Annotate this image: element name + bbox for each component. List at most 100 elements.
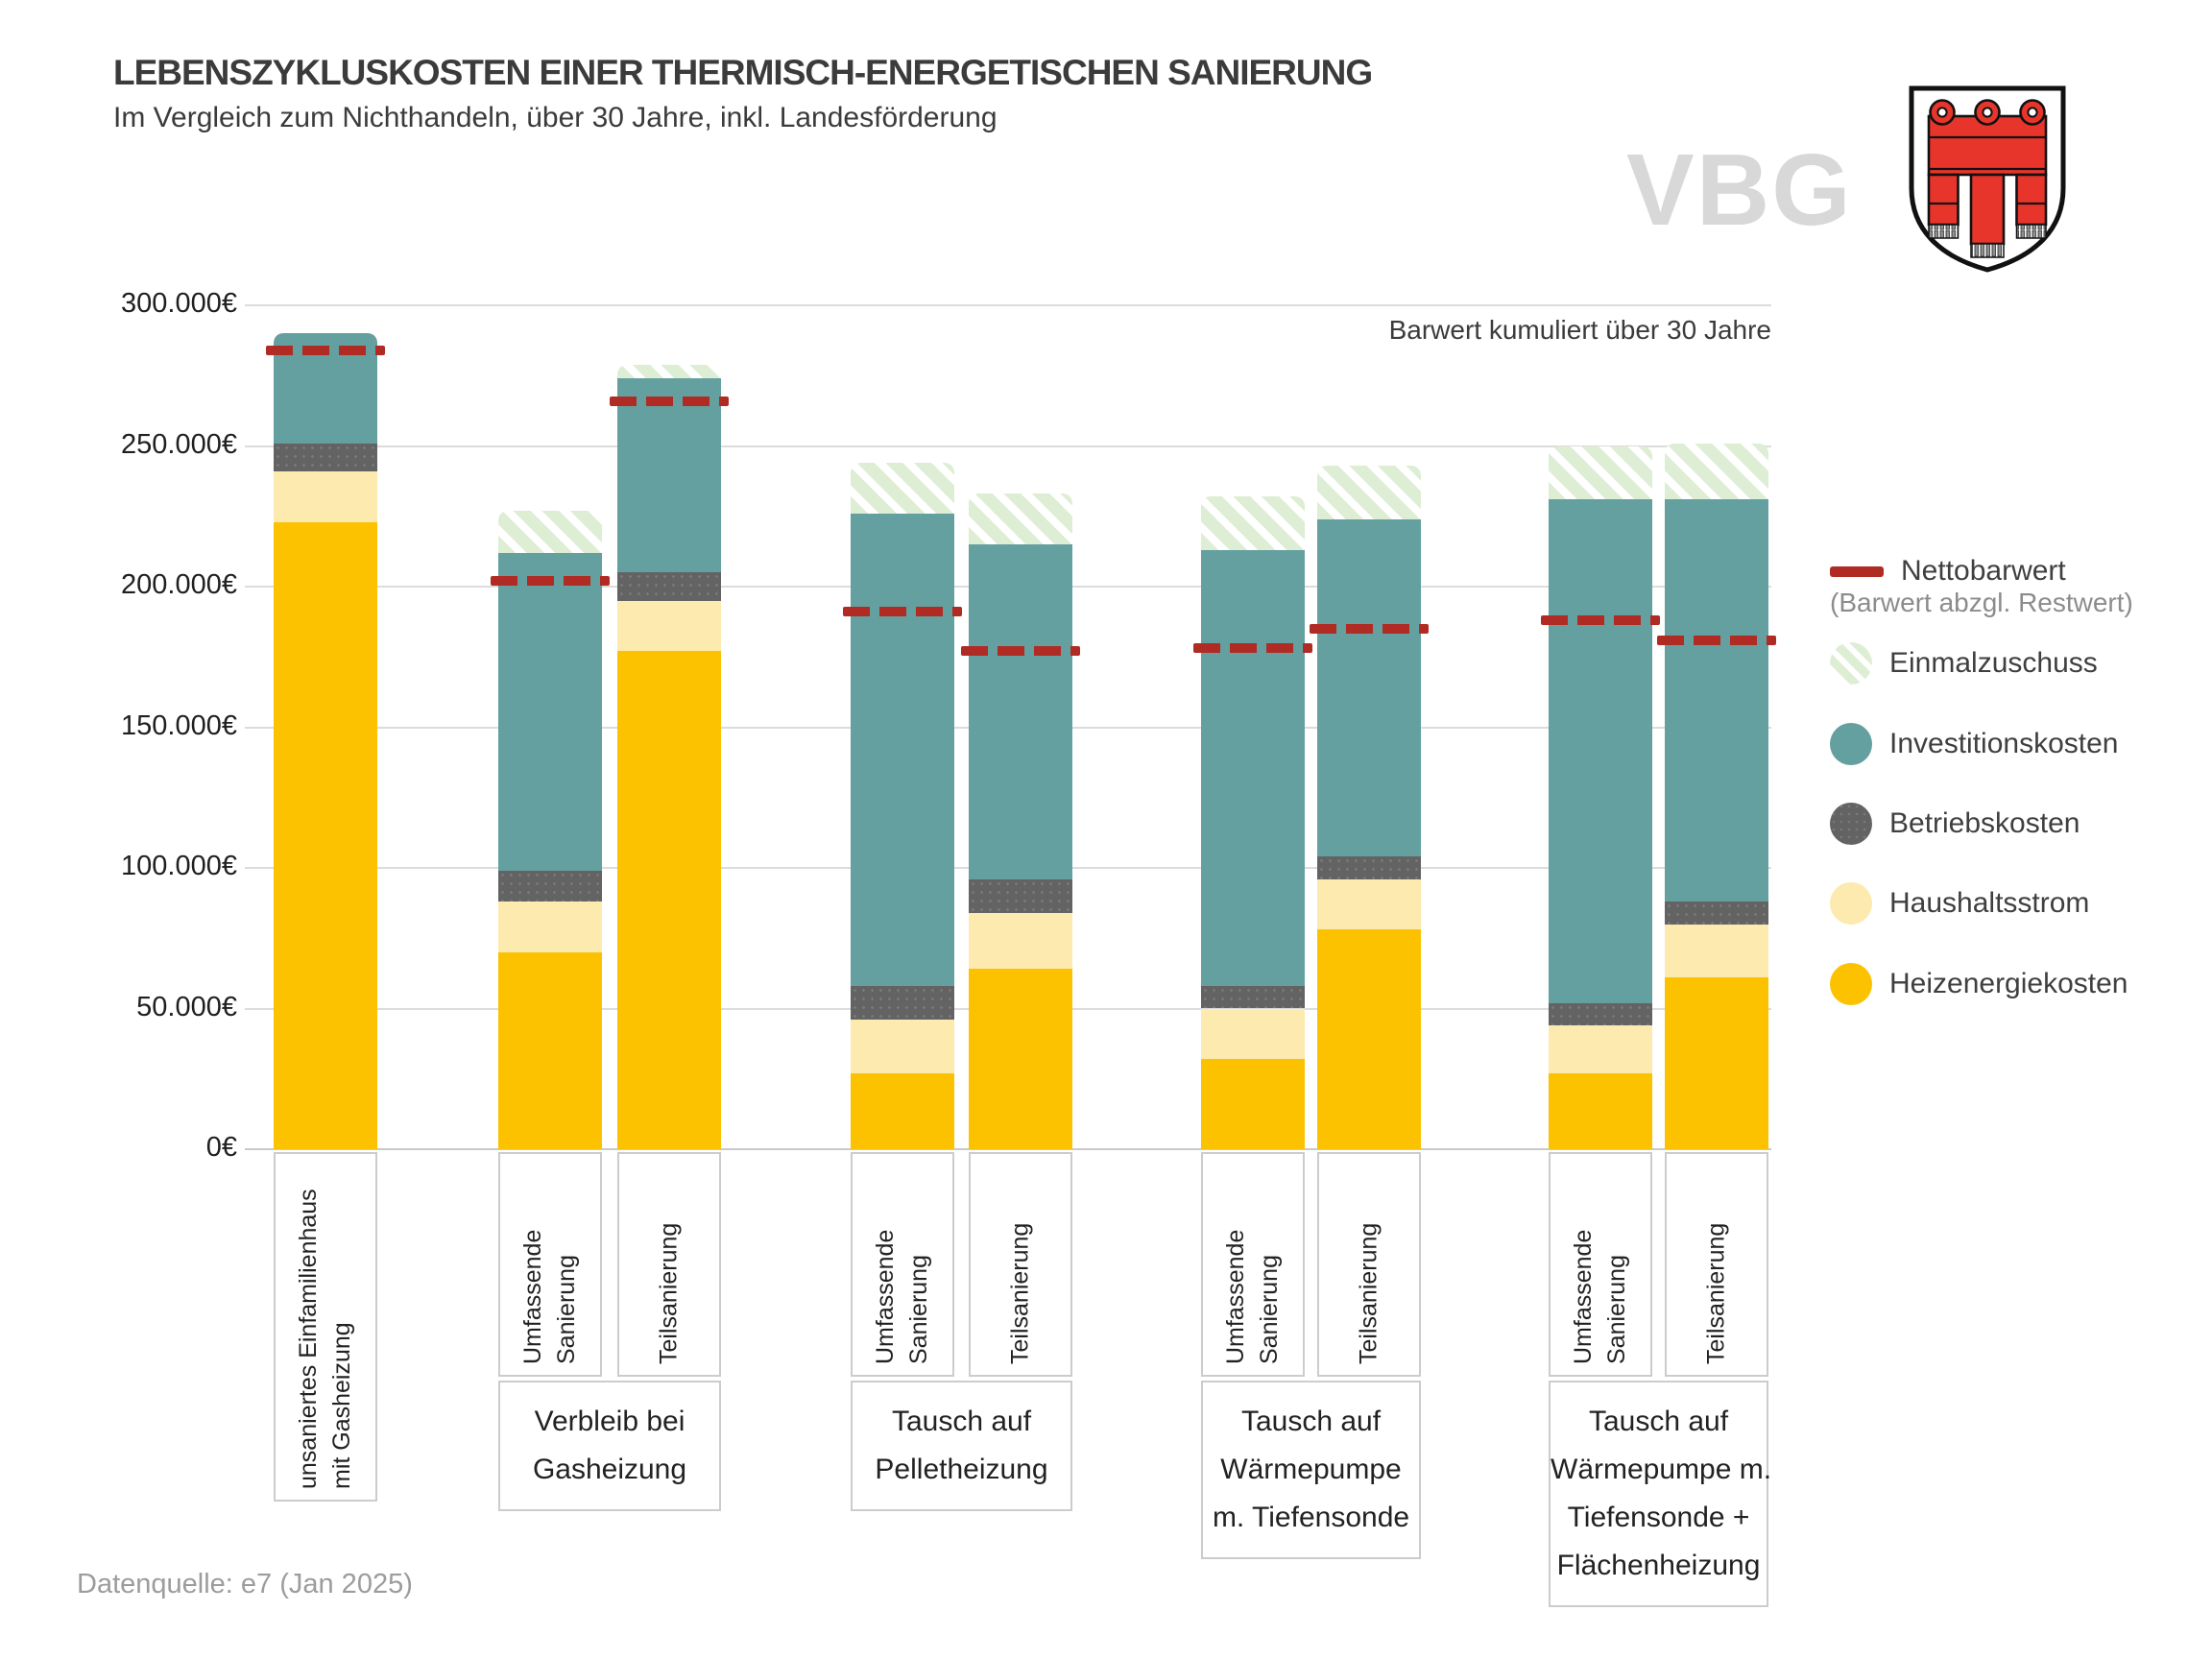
data-source: Datenquelle: e7 (Jan 2025) bbox=[77, 1569, 413, 1599]
bar-segment-heizenergiekosten bbox=[969, 969, 1072, 1149]
bar-label-line: Sanierung bbox=[1256, 1255, 1283, 1364]
gridline bbox=[245, 445, 1771, 447]
betriebskosten-swatch bbox=[1830, 803, 1872, 845]
group-label-box: Verbleib bei Gasheizung bbox=[498, 1381, 721, 1511]
bar-segment-haushaltsstrom bbox=[498, 902, 602, 952]
group-label-line: Wärmepumpe bbox=[1220, 1454, 1402, 1485]
bar-segment-investitionskosten bbox=[1665, 499, 1768, 902]
bar-segment-investitionskosten bbox=[1201, 549, 1305, 987]
investitionskosten-swatch bbox=[1830, 723, 1872, 765]
legend-label-investitionskosten: Investitionskosten bbox=[1889, 728, 2119, 759]
bar-label-box: Teilsanierung bbox=[1665, 1152, 1768, 1377]
bar-segment-heizenergiekosten bbox=[1201, 1059, 1305, 1149]
bar-segment-investitionskosten bbox=[1317, 518, 1421, 857]
bar-label-line: unsaniertes Einfamilienhaus bbox=[295, 1189, 322, 1489]
nettobarwert-line bbox=[843, 607, 962, 617]
bar-segment-einmalzuschuss bbox=[1201, 496, 1305, 550]
bar-segment-betriebskosten bbox=[1317, 856, 1421, 879]
bar-segment-einmalzuschuss bbox=[1665, 443, 1768, 500]
bar-segment-betriebskosten bbox=[617, 572, 721, 601]
vorarlberg-coat-of-arms-icon bbox=[1909, 85, 2066, 273]
nettobarwert-line bbox=[491, 576, 610, 587]
bar-segment-heizenergiekosten bbox=[1665, 977, 1768, 1149]
bar-segment-betriebskosten bbox=[498, 870, 602, 902]
einmalzuschuss-swatch bbox=[1830, 642, 1872, 685]
bar-label-box: Umfassende Sanierung bbox=[1549, 1152, 1652, 1377]
group-label-line: m. Tiefensonde bbox=[1212, 1502, 1410, 1533]
bar-segment-haushaltsstrom bbox=[274, 470, 377, 522]
bar-label-line: Sanierung bbox=[1603, 1255, 1630, 1364]
bar-segment-einmalzuschuss bbox=[851, 463, 954, 514]
legend-label-einmalzuschuss: Einmalzuschuss bbox=[1889, 647, 2098, 679]
bar-label-line: Teilsanierung bbox=[1006, 1222, 1034, 1364]
bar-label-line: Sanierung bbox=[553, 1255, 580, 1364]
bar-segment-heizenergiekosten bbox=[617, 651, 721, 1149]
bar-label-line: Umfassende bbox=[519, 1229, 546, 1364]
bar-segment-heizenergiekosten bbox=[274, 521, 377, 1149]
legend-row-investitionskosten: Investitionskosten bbox=[1830, 722, 2118, 766]
group-label-line: Wärmepumpe m. bbox=[1551, 1454, 1772, 1485]
bar-label-box: unsaniertes Einfamilienhaus mit Gasheizun… bbox=[274, 1152, 377, 1502]
group-label-box: Tausch auf Wärmepumpe m. Tiefensonde bbox=[1201, 1381, 1421, 1559]
bar-label-line: Umfassende bbox=[1222, 1229, 1249, 1364]
bar-segment-investitionskosten bbox=[969, 544, 1072, 879]
bar-label: Umfassende Sanierung bbox=[1219, 1165, 1286, 1364]
bar-segment-haushaltsstrom bbox=[969, 912, 1072, 970]
bar-segment-haushaltsstrom bbox=[1201, 1008, 1305, 1060]
bar-label-line: Sanierung bbox=[905, 1255, 932, 1364]
nettobarwert-line bbox=[1657, 635, 1776, 645]
nettobarwert-dash-swatch bbox=[1830, 565, 1884, 577]
bar-segment-haushaltsstrom bbox=[1317, 878, 1421, 930]
bar-segment-haushaltsstrom bbox=[851, 1020, 954, 1073]
bar-segment-heizenergiekosten bbox=[1549, 1072, 1652, 1149]
y-axis-tick-label: 50.000€ bbox=[136, 991, 237, 1022]
bar-label-line: Teilsanierung bbox=[655, 1222, 683, 1364]
bar-label-line: Umfassende bbox=[872, 1229, 899, 1364]
nettobarwert-line bbox=[1541, 615, 1660, 626]
bar-label: Teilsanierung bbox=[1700, 1165, 1734, 1364]
nettobarwert-line bbox=[961, 646, 1080, 657]
y-axis-tick-label: 300.000€ bbox=[121, 288, 237, 319]
legend-label-betriebskosten: Betriebskosten bbox=[1889, 807, 2080, 839]
bar-label: Umfassende Sanierung bbox=[1567, 1165, 1634, 1364]
legend-sublabel-nettobarwert: (Barwert abzgl. Restwert) bbox=[1830, 588, 2133, 617]
haushaltsstrom-swatch bbox=[1830, 882, 1872, 925]
bar-label: Umfassende Sanierung bbox=[869, 1165, 936, 1364]
bar-label: Teilsanierung bbox=[1004, 1165, 1038, 1364]
group-label-line: Tiefensonde + bbox=[1567, 1502, 1750, 1533]
y-axis-tick-label: 100.000€ bbox=[121, 851, 237, 881]
bar-segment-einmalzuschuss bbox=[1549, 445, 1652, 500]
bar-label-line: Teilsanierung bbox=[1355, 1222, 1382, 1364]
y-axis-tick-label: 250.000€ bbox=[121, 428, 237, 460]
bar-segment-betriebskosten bbox=[1549, 1002, 1652, 1026]
legend: Nettobarwert (Barwert abzgl. Restwert) E… bbox=[1830, 549, 2212, 1029]
y-axis-tick-label: 150.000€ bbox=[121, 709, 237, 741]
group-label-line: Gasheizung bbox=[532, 1454, 687, 1485]
group-label-line: Tausch auf bbox=[1588, 1406, 1729, 1437]
bar-segment-investitionskosten bbox=[498, 552, 602, 871]
legend-row-einmalzuschuss: Einmalzuschuss bbox=[1830, 641, 2098, 685]
bar-segment-investitionskosten bbox=[851, 513, 954, 987]
bar-segment-betriebskosten bbox=[1201, 986, 1305, 1009]
bar-label-line: mit Gasheizung bbox=[328, 1322, 355, 1489]
heizenergiekosten-swatch bbox=[1830, 963, 1872, 1005]
bar-label-box: Umfassende Sanierung bbox=[1201, 1152, 1305, 1377]
legend-label-heizenergiekosten: Heizenergiekosten bbox=[1889, 968, 2128, 999]
legend-row-nettobarwert: Nettobarwert bbox=[1830, 549, 2066, 593]
group-label-box: Tausch auf Pelletheizung bbox=[851, 1381, 1072, 1511]
bar-segment-investitionskosten bbox=[617, 378, 721, 573]
group-label-line: Verbleib bei bbox=[534, 1406, 685, 1437]
bar-segment-haushaltsstrom bbox=[1549, 1025, 1652, 1073]
legend-label-nettobarwert: Nettobarwert bbox=[1901, 555, 2066, 587]
vbg-watermark: VBG bbox=[1626, 133, 1853, 247]
group-label-line: Flächenheizung bbox=[1556, 1550, 1761, 1581]
bar-segment-haushaltsstrom bbox=[1665, 924, 1768, 978]
bar-segment-haushaltsstrom bbox=[617, 600, 721, 652]
bar-label: unsaniertes Einfamilienhaus mit Gasheizun… bbox=[292, 1165, 359, 1489]
bar-label-box: Teilsanierung bbox=[969, 1152, 1072, 1377]
bar-label-box: Umfassende Sanierung bbox=[851, 1152, 954, 1377]
legend-label-haushaltsstrom: Haushaltsstrom bbox=[1889, 887, 2090, 919]
bar-label: Teilsanierung bbox=[1353, 1165, 1386, 1364]
